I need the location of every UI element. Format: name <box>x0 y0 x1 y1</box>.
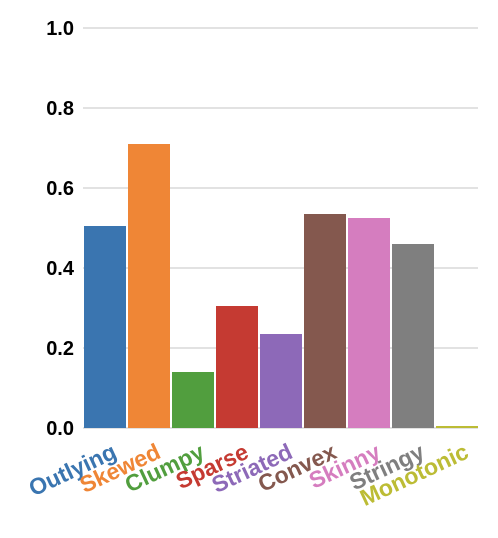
bar-sparse <box>216 306 258 428</box>
bar-skinny <box>348 218 390 428</box>
y-axis-ticks: 0.0 0.2 0.4 0.6 0.8 1.0 <box>46 18 75 440</box>
bar-clumpy <box>172 372 214 428</box>
bar-outlying <box>84 226 126 428</box>
category-labels: OutlyingSkewedClumpySparseStriatedConvex… <box>25 438 473 511</box>
y-tick-label: 1.0 <box>46 18 74 40</box>
bar-monotonic <box>436 426 478 428</box>
y-tick-label: 0.6 <box>46 178 74 200</box>
bar-skewed <box>128 144 170 428</box>
bars <box>84 144 478 428</box>
bar-stringy <box>392 244 434 428</box>
y-tick-label: 0.0 <box>46 418 74 440</box>
y-tick-label: 0.4 <box>46 258 75 280</box>
y-tick-label: 0.2 <box>46 338 74 360</box>
bar-convex <box>304 214 346 428</box>
bar-striated <box>260 334 302 428</box>
y-tick-label: 0.8 <box>46 98 74 120</box>
